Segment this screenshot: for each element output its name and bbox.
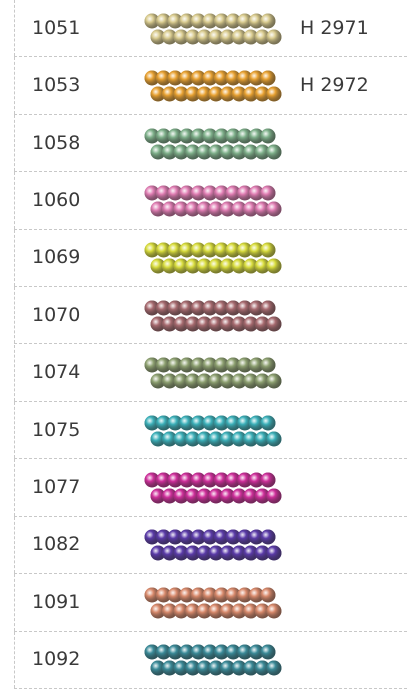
table-row: 1051 H 2971 [14,0,407,57]
table-row: 1060 [14,172,407,229]
table-row: 1077 [14,459,407,516]
bead-code: 1058 [32,134,80,153]
bead-swatch [144,69,282,103]
bead-shine [261,243,276,258]
bead-shine [267,489,282,504]
bead-code: 1060 [32,191,80,210]
color-table: 1051 H 2971 1053 H 2972 1058 1060 1069 1070 1074… [0,0,407,689]
bead-shine [267,316,282,331]
bead-code: 1053 [32,76,80,95]
bead-shine [267,29,282,44]
bead-swatch [144,12,282,46]
table-row: 1092 [14,632,407,689]
bead-code: 1075 [32,421,80,440]
table-row: 1075 [14,402,407,459]
reference-code: H 2971 [300,19,369,38]
bead-shine [267,201,282,216]
bead-code: 1091 [32,593,80,612]
bead-swatch [144,356,282,390]
bead-shine [267,87,282,102]
table-row: 1069 [14,230,407,287]
bead-code: 1070 [32,306,80,325]
bead-code: 1082 [32,535,80,554]
bead-shine [261,13,276,28]
bead-swatch [144,471,282,505]
bead-swatch [144,414,282,448]
bead-shine [267,259,282,274]
bead-shine [267,546,282,561]
bead-shine [267,603,282,618]
bead-shine [267,374,282,389]
bead-shine [267,144,282,159]
bead-code: 1077 [32,478,80,497]
bead-code: 1092 [32,650,80,669]
bead-swatch [144,528,282,562]
bead-shine [261,415,276,430]
bead-shine [261,530,276,545]
table-row: 1058 [14,115,407,172]
bead-code: 1069 [32,248,80,267]
table-row: 1070 [14,287,407,344]
bead-shine [261,71,276,86]
bead-shine [261,300,276,315]
table-row: 1091 [14,574,407,631]
table-row: 1053 H 2972 [14,57,407,114]
bead-shine [261,587,276,602]
bead-shine [261,358,276,373]
page: 1051 H 2971 1053 H 2972 1058 1060 1069 1070 1074… [0,0,407,689]
bead-swatch [144,643,282,677]
bead-swatch [144,127,282,161]
table-row: 1074 [14,345,407,402]
bead-swatch [144,241,282,275]
bead-shine [261,473,276,488]
bead-shine [267,661,282,676]
bead-swatch [144,586,282,620]
bead-code: 1051 [32,19,80,38]
bead-shine [267,431,282,446]
bead-code: 1074 [32,363,80,382]
bead-shine [261,185,276,200]
bead-swatch [144,184,282,218]
reference-code: H 2972 [300,76,369,95]
bead-shine [261,645,276,660]
table-row: 1082 [14,517,407,574]
bead-swatch [144,299,282,333]
bead-shine [261,128,276,143]
